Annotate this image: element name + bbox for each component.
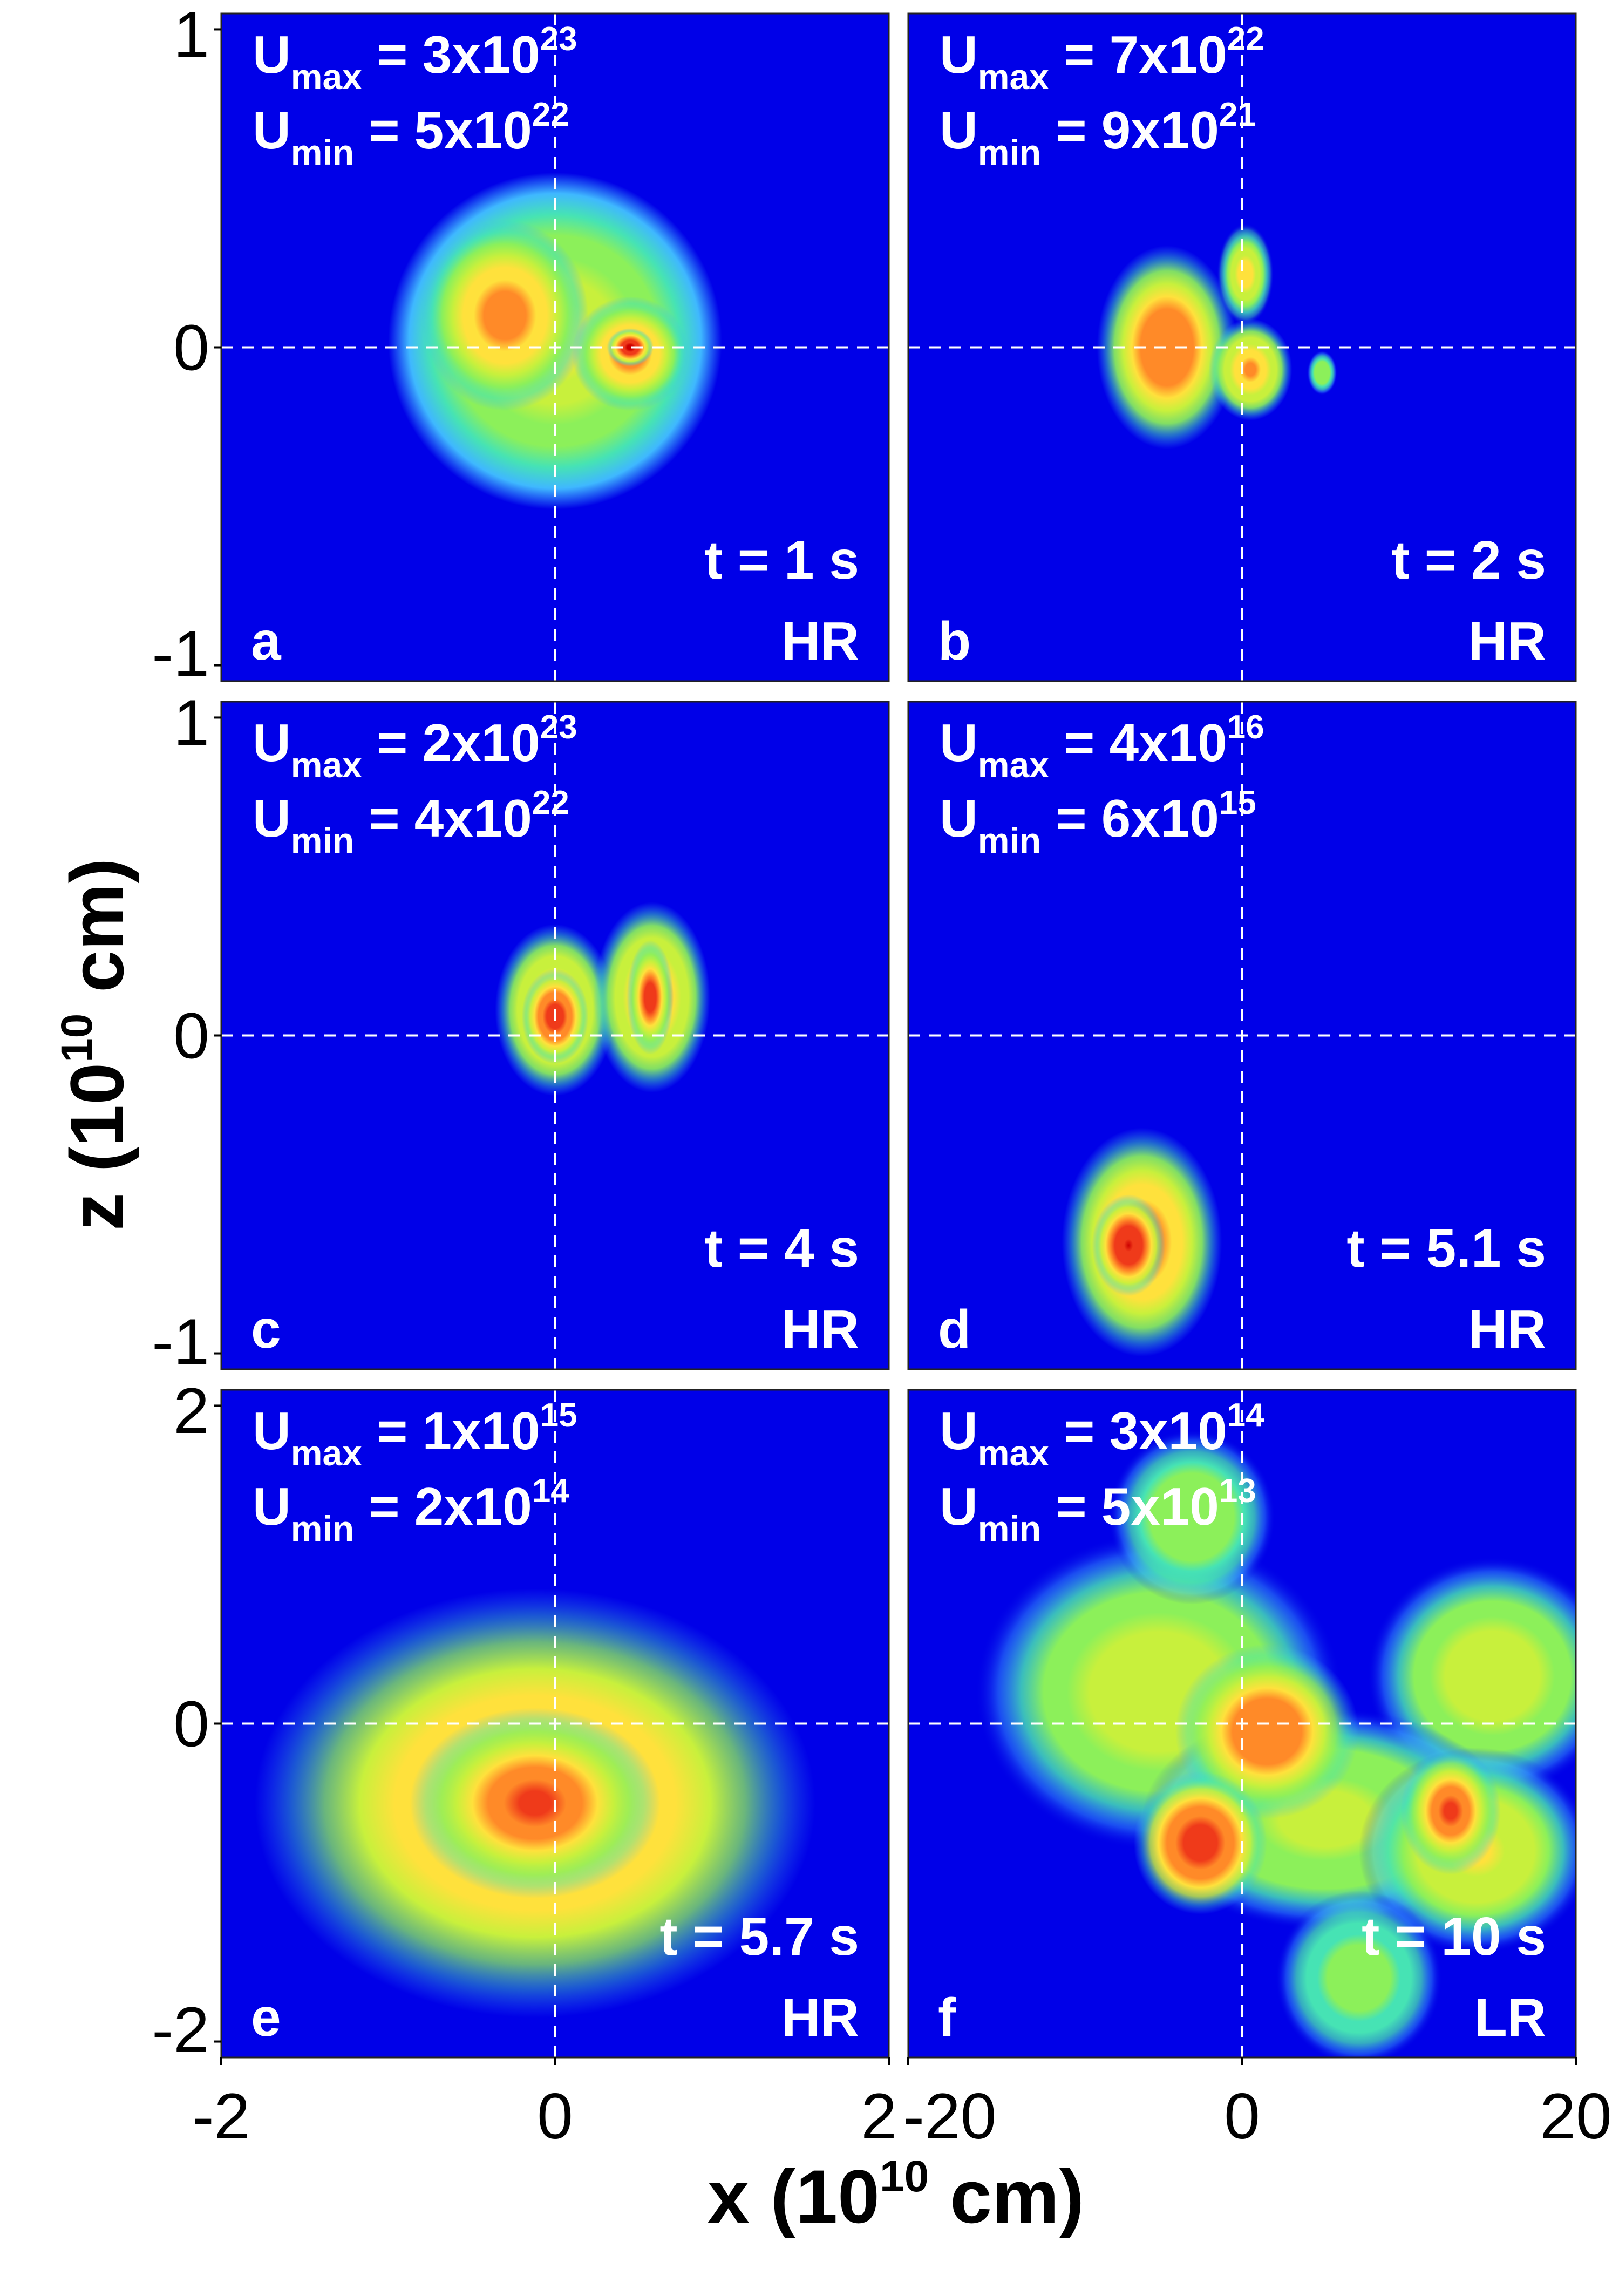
panel-f-blob (1108, 1429, 1276, 1605)
panel-f-umin-label: Umin = 5x1013 (940, 1472, 1256, 1548)
panel-c-umin-label: Umin = 4x1022 (253, 784, 569, 860)
panel-d-resolution-label: HR (1468, 1299, 1546, 1360)
panel-d-umax-label: Umax = 4x1016 (940, 709, 1264, 785)
panel-b-blob (1307, 350, 1337, 395)
panel-f-heatmap (975, 1429, 1576, 2057)
panel-b-umin-label: Umin = 9x1021 (940, 96, 1256, 172)
panel-b-heatmap (1097, 223, 1337, 449)
y-axis-label: z (1010 cm) (52, 858, 139, 1231)
panel-a-ytick-label: 1 (173, 0, 209, 71)
panel-a-umax-label: Umax = 3x1023 (253, 21, 577, 97)
panel-f-umax-label: Umax = 3x1014 (940, 1397, 1264, 1473)
panel-f-blob (1133, 1771, 1267, 1914)
panel-e-xtick-label: -2 (193, 2080, 250, 2152)
panel-e-xtick-label: 2 (861, 2080, 897, 2152)
panel-d-blob (1092, 1194, 1166, 1296)
panel-b-blob (1217, 223, 1274, 325)
panel-b-time-label: t = 2 s (1392, 530, 1546, 590)
panel-f-xtick-label: 0 (1224, 2080, 1260, 2152)
panel-c-ytick-label: -1 (152, 1306, 209, 1378)
panel-e-time-label: t = 5.7 s (659, 1906, 859, 1967)
panel-f-time-label: t = 10 s (1362, 1906, 1546, 1967)
panel-e-umin-label: Umin = 2x1014 (253, 1472, 569, 1548)
panel-e-blob (410, 1708, 661, 1899)
panel-d-letter: d (938, 1299, 971, 1360)
panel-e-ytick-label: -2 (152, 1994, 209, 2066)
panel-a-heatmap (388, 172, 722, 510)
panel-b-frame (907, 12, 1577, 682)
panel-e-umax-label: Umax = 1x1015 (253, 1397, 577, 1473)
panel-e-resolution-label: HR (781, 1987, 859, 2048)
panel-a-ytick-label: -1 (152, 617, 209, 690)
panel-c-ytick-label: 1 (173, 687, 209, 759)
panel-a-ytick-label: 0 (173, 312, 209, 384)
panel-c-blob (627, 940, 674, 1055)
panel-f-letter: f (938, 1987, 956, 2048)
panel-f-blob (1400, 1747, 1501, 1875)
panel-c-resolution-label: HR (781, 1299, 859, 1360)
panel-f-xtick-label: -20 (903, 2080, 996, 2152)
panel-b-letter: b (938, 611, 971, 671)
panel-c-ytick-label: 0 (173, 1000, 209, 1072)
panel-a-blob (421, 220, 589, 411)
panel-e-ytick-label: 0 (173, 1688, 209, 1761)
panel-f-resolution-label: LR (1474, 1987, 1546, 2048)
panel-f-xtick-label: 20 (1540, 2080, 1611, 2152)
panel-d-frame (907, 701, 1577, 1370)
panel-a-time-label: t = 1 s (705, 530, 859, 590)
panel-c-time-label: t = 4 s (705, 1218, 859, 1279)
panel-e-ytick-label: 2 (173, 1375, 209, 1447)
panel-f-blob (1275, 1890, 1443, 2057)
panel-c-umax-label: Umax = 2x1023 (253, 709, 577, 785)
x-axis-label: x (1010 cm) (707, 2152, 1085, 2239)
panel-d-time-label: t = 5.1 s (1346, 1218, 1546, 1279)
panel-b-blob (1097, 246, 1237, 449)
panel-d-umin-label: Umin = 6x1015 (940, 784, 1256, 860)
panel-d-heatmap (1062, 1127, 1222, 1357)
panel-a-blob (607, 328, 654, 366)
panel-a-resolution-label: HR (781, 611, 859, 671)
panel-c-letter: c (251, 1299, 281, 1360)
panel-b-umax-label: Umax = 7x1022 (940, 21, 1264, 97)
panel-a-letter: a (251, 611, 282, 671)
panel-e-xtick-label: 0 (537, 2080, 573, 2152)
panel-b-blob (1208, 318, 1293, 420)
panel-b-resolution-label: HR (1468, 611, 1546, 671)
panel-e-heatmap (254, 1588, 815, 2018)
panel-a-umin-label: Umin = 5x1022 (253, 96, 569, 172)
panel-e-letter: e (251, 1987, 281, 2048)
